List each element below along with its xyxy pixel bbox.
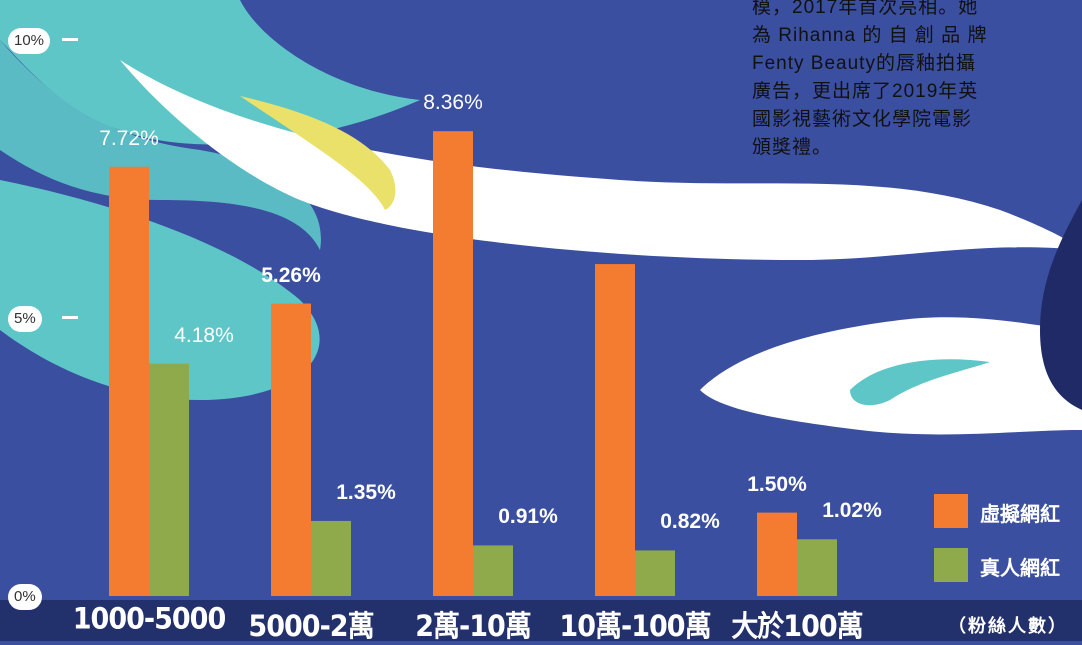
bar-virtual-4 xyxy=(757,512,797,596)
x-axis-strip xyxy=(0,600,1082,641)
value-label-virtual-3: 5.97% xyxy=(585,224,645,248)
x-tick-label-1: 5000-2萬 xyxy=(248,610,374,644)
x-tick-label-4: 大於100萬 xyxy=(731,610,863,644)
y-tick-mark-1 xyxy=(62,316,78,319)
value-label-virtual-1: 5.26% xyxy=(261,263,321,287)
legend-swatch-real xyxy=(934,548,968,582)
y-tick-label-0: 0% xyxy=(8,584,42,610)
value-label-virtual-0: 7.72% xyxy=(99,126,159,150)
y-tick-label-1: 5% xyxy=(8,306,42,332)
x-tick-label-3: 10萬-100萬 xyxy=(559,610,711,644)
legend-label-virtual: 虛擬網紅 xyxy=(980,504,1060,526)
bar-virtual-0 xyxy=(109,166,149,596)
y-tick-label-2: 10% xyxy=(8,28,51,54)
y-tick-mark-2 xyxy=(62,38,78,41)
legend-swatch-virtual xyxy=(934,494,968,528)
bar-real-1 xyxy=(311,520,351,596)
story-line: 為 Rihanna 的 自 創 品 牌 xyxy=(752,25,988,46)
value-label-virtual-4: 1.50% xyxy=(747,472,807,496)
bar-real-0 xyxy=(149,363,189,596)
story-line: Fenty Beauty的唇釉拍攝 xyxy=(752,53,976,74)
legend-label-real: 真人網紅 xyxy=(980,558,1060,580)
value-label-real-0: 4.18% xyxy=(174,323,234,347)
story-line: 國影視藝術文化學院電影 xyxy=(752,109,973,130)
bar-virtual-1 xyxy=(271,303,311,596)
story-line: 廣告，更出席了2019年英 xyxy=(752,81,979,102)
value-label-virtual-2: 8.36% xyxy=(423,91,483,115)
bar-real-3 xyxy=(635,550,675,596)
story-text: 模，2017年首次亮相。她 為 Rihanna 的 自 創 品 牌 Fenty … xyxy=(752,0,1052,162)
bar-real-4 xyxy=(797,539,837,596)
value-label-real-1: 1.35% xyxy=(336,480,396,504)
bar-virtual-3 xyxy=(595,264,635,596)
bar-virtual-2 xyxy=(433,131,473,596)
bar-real-2 xyxy=(473,545,513,596)
x-tick-label-0: 1000-5000 xyxy=(72,602,226,637)
value-label-real-3: 0.82% xyxy=(660,510,720,534)
story-line: 模，2017年首次亮相。她 xyxy=(752,0,979,18)
value-label-real-2: 0.91% xyxy=(498,505,558,529)
value-label-real-4: 1.02% xyxy=(822,499,882,523)
story-line: 頒獎禮。 xyxy=(752,137,833,158)
x-axis-unit-label: （粉絲人數） xyxy=(948,616,1068,636)
x-tick-label-2: 2萬-10萬 xyxy=(415,610,532,644)
